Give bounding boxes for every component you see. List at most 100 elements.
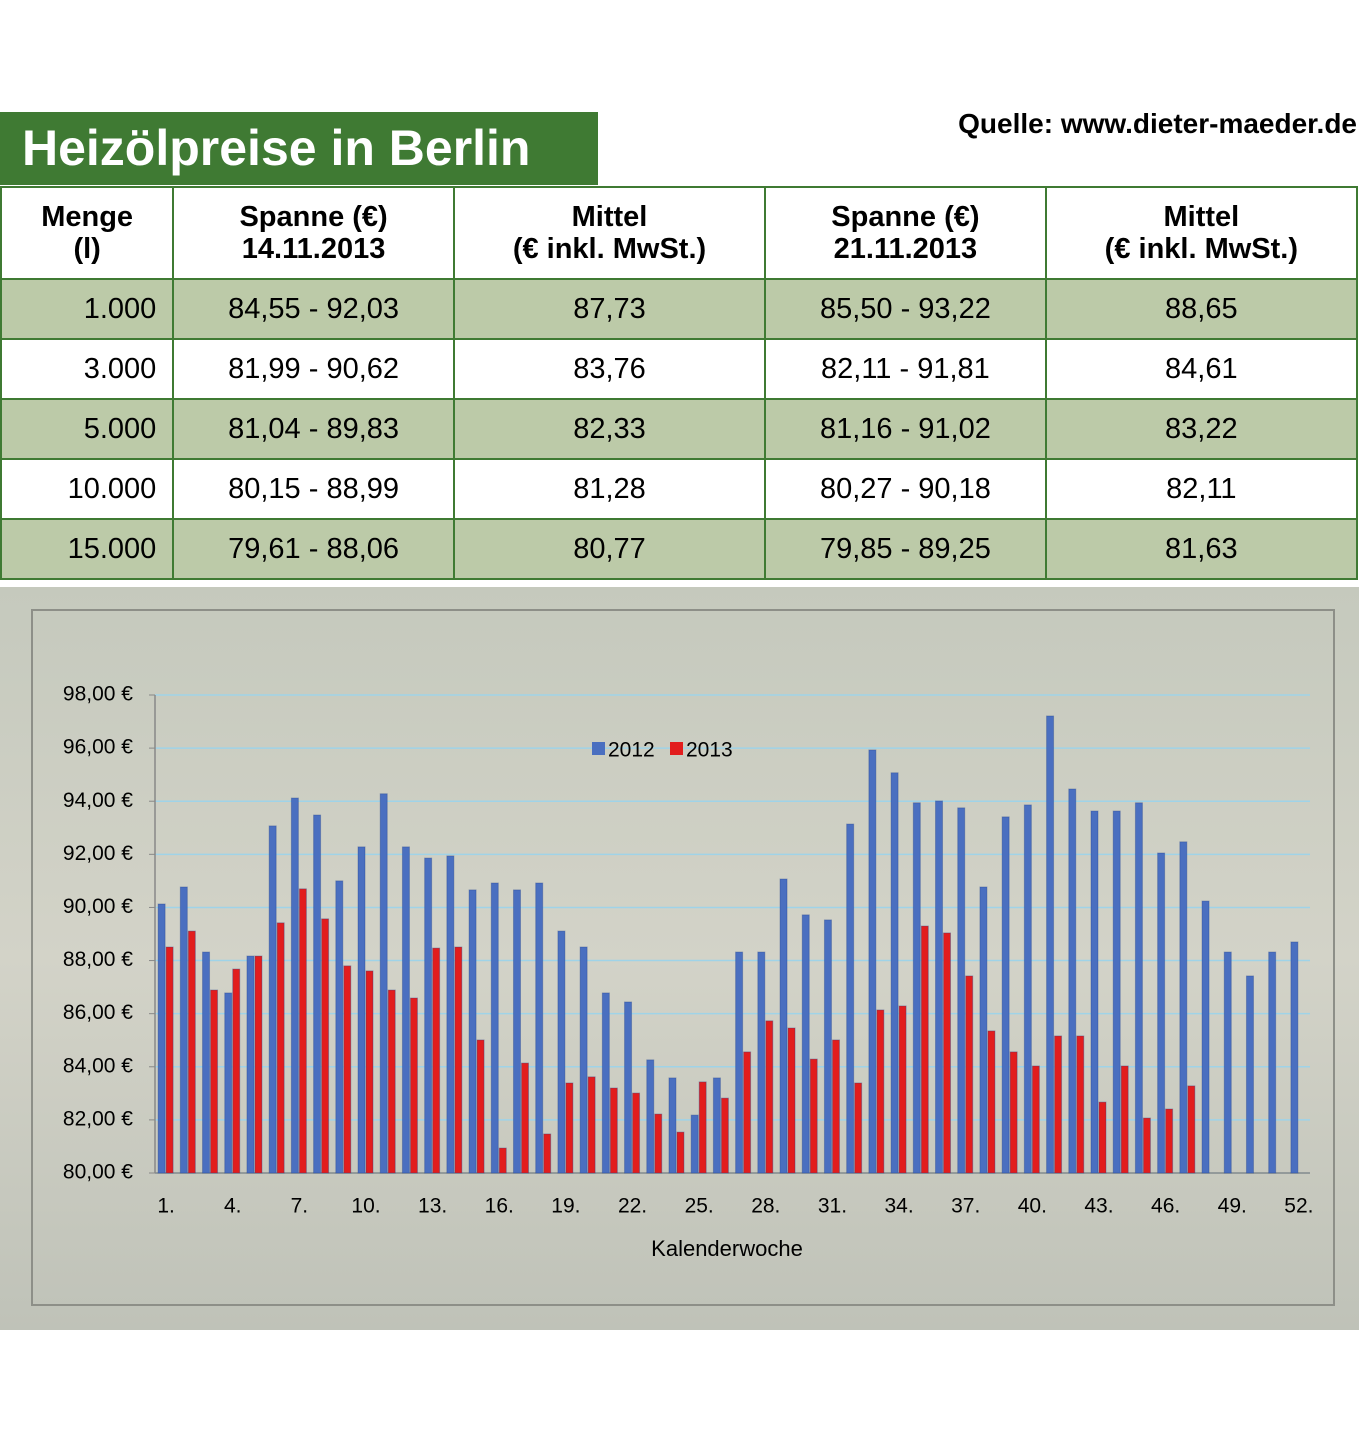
- table-cell: 83,22: [1044, 398, 1359, 460]
- bar: [535, 882, 544, 1174]
- x-tick-label: 10.: [351, 1195, 380, 1218]
- header-line: 21.11.2013: [833, 233, 978, 265]
- bar: [890, 772, 899, 1174]
- bar: [1134, 802, 1143, 1174]
- bar: [1001, 816, 1010, 1174]
- bar: [979, 886, 988, 1174]
- x-tick-label: 52.: [1284, 1195, 1313, 1218]
- bar: [765, 1020, 774, 1174]
- bar: [1090, 810, 1099, 1174]
- bar: [1076, 1035, 1085, 1174]
- bar: [987, 1030, 996, 1174]
- bar: [424, 857, 433, 1174]
- bar: [1120, 1065, 1129, 1174]
- table-cell: 79,61 - 88,06: [172, 518, 455, 580]
- header-cell: Spanne (€) 21.11.2013: [764, 186, 1047, 280]
- bar: [1165, 1108, 1174, 1174]
- y-tick-label: 84,00 €: [63, 1054, 133, 1077]
- bar: [379, 793, 388, 1174]
- bar: [587, 1076, 596, 1174]
- bar: [676, 1131, 685, 1174]
- table-row: 15.000 79,61 - 88,06 80,77 79,85 - 89,25 81,…: [0, 518, 1359, 580]
- x-tick-label: 4.: [224, 1195, 242, 1218]
- table-cell: 81,63: [1044, 518, 1359, 580]
- bar: [179, 886, 188, 1174]
- x-tick-label: 46.: [1151, 1195, 1180, 1218]
- bar: [432, 947, 441, 1174]
- table-cell: 84,55 - 92,03: [172, 278, 455, 340]
- bar: [1268, 951, 1277, 1174]
- bar: [690, 1114, 699, 1174]
- legend-label: 2013: [686, 739, 733, 762]
- title: Heizölpreise in Berlin: [0, 112, 598, 185]
- bar: [579, 946, 588, 1174]
- x-tick-label: 1.: [157, 1195, 175, 1218]
- bar: [1223, 951, 1232, 1174]
- bar: [898, 1005, 907, 1174]
- bar: [846, 823, 855, 1174]
- table-cell: 81,28: [452, 458, 767, 520]
- table-cell: 84,61: [1044, 338, 1359, 400]
- bar: [831, 1039, 840, 1174]
- bar: [387, 989, 396, 1174]
- bar: [809, 1058, 818, 1174]
- x-tick-label: 34.: [884, 1195, 913, 1218]
- bar: [668, 1077, 677, 1174]
- bar: [712, 1077, 721, 1174]
- bar: [543, 1133, 552, 1174]
- header-cell: Mittel (€ inkl. MwSt.): [452, 186, 767, 280]
- table-cell: 80,27 - 90,18: [764, 458, 1047, 520]
- header-line: Mittel: [571, 201, 648, 233]
- y-tick-label: 82,00 €: [63, 1107, 133, 1130]
- bar: [232, 968, 241, 1174]
- bar: [1098, 1101, 1107, 1174]
- y-tick-label: 90,00 €: [63, 895, 133, 918]
- bar: [609, 1087, 618, 1174]
- bar: [1023, 804, 1032, 1174]
- legend-swatch: [592, 742, 605, 755]
- bar: [757, 951, 766, 1174]
- header-cell: Spanne (€) 14.11.2013: [172, 186, 455, 280]
- bar: [920, 925, 929, 1174]
- bar: [601, 992, 610, 1174]
- chart-background: [0, 587, 1359, 1330]
- table-row: 3.000 81,99 - 90,62 83,76 82,11 - 91,81 84,6…: [0, 338, 1359, 400]
- table-cell: 80,77: [452, 518, 767, 580]
- table-cell: 85,50 - 93,22: [764, 278, 1047, 340]
- bar: [254, 955, 263, 1174]
- bar: [787, 1027, 796, 1174]
- bar: [224, 992, 233, 1174]
- bar: [943, 932, 952, 1174]
- bar: [343, 965, 352, 1174]
- bar: [1179, 841, 1188, 1174]
- x-tick-label: 49.: [1218, 1195, 1247, 1218]
- y-tick-label: 86,00 €: [63, 1001, 133, 1024]
- bar: [476, 1039, 485, 1174]
- bar: [246, 955, 255, 1174]
- table-cell: 79,85 - 89,25: [764, 518, 1047, 580]
- chart-frame: [31, 609, 1335, 1306]
- bar: [1245, 975, 1254, 1174]
- header-cell: Mittel (€ inkl. MwSt.): [1044, 186, 1359, 280]
- bar: [1046, 715, 1055, 1174]
- bar: [298, 888, 307, 1174]
- bar: [801, 914, 810, 1174]
- bar: [468, 889, 477, 1174]
- table-cell: 88,65: [1044, 278, 1359, 340]
- bar: [876, 1009, 885, 1174]
- bar: [512, 889, 521, 1174]
- bar: [276, 922, 285, 1174]
- table-cell: 87,73: [452, 278, 767, 340]
- bar: [490, 882, 499, 1174]
- table-cell: 81,99 - 90,62: [172, 338, 455, 400]
- table-cell: 81,16 - 91,02: [764, 398, 1047, 460]
- bar: [957, 807, 966, 1174]
- bar: [401, 846, 410, 1174]
- table-row: 10.000 80,15 - 88,99 81,28 80,27 - 90,18 82,…: [0, 458, 1359, 520]
- y-tick-label: 80,00 €: [63, 1161, 133, 1184]
- x-tick-label: 28.: [751, 1195, 780, 1218]
- x-tick-label: 22.: [618, 1195, 647, 1218]
- bar: [1068, 788, 1077, 1174]
